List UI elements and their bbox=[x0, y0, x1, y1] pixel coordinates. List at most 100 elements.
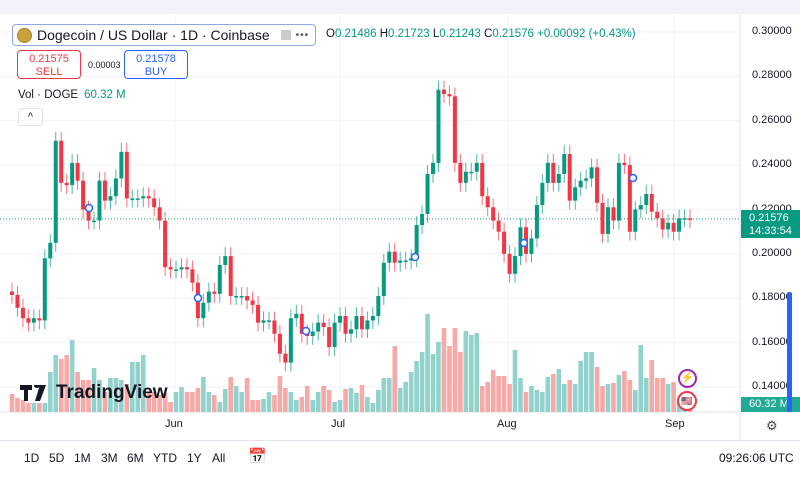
candle-body bbox=[562, 154, 567, 174]
volume-bar bbox=[321, 386, 326, 412]
candle-body bbox=[496, 220, 501, 232]
candle-body bbox=[578, 180, 583, 188]
logo-text: TradingView bbox=[56, 382, 168, 403]
range-1d[interactable]: 1D bbox=[24, 451, 40, 465]
candle-body bbox=[239, 296, 244, 298]
volume-bar bbox=[348, 388, 354, 412]
range-all[interactable]: All bbox=[212, 451, 226, 465]
clock[interactable]: 09:26:06 UTC bbox=[719, 451, 794, 465]
tradingview-logo[interactable]: TradingView bbox=[20, 382, 168, 404]
volume-bar bbox=[195, 388, 201, 412]
volume-bar bbox=[633, 390, 638, 412]
candle-body bbox=[266, 320, 271, 322]
bottom-toolbar: 1D 5D 1M 3M 6M YTD 1Y All 📅 09:26:06 UTC bbox=[0, 440, 800, 480]
candle-body bbox=[480, 162, 485, 197]
volume-bar bbox=[261, 399, 266, 412]
range-3m[interactable]: 3M bbox=[101, 451, 118, 465]
candle-body bbox=[682, 218, 687, 220]
price-chart[interactable] bbox=[0, 0, 800, 440]
volume-bar bbox=[217, 402, 223, 412]
price-tick: 0.16000 bbox=[752, 335, 792, 348]
volume-bar bbox=[447, 346, 452, 412]
candle-body bbox=[370, 316, 375, 321]
candle-body bbox=[611, 207, 616, 221]
volume-bar bbox=[561, 384, 567, 412]
volume-bar bbox=[518, 378, 523, 412]
us-flag-event-icon[interactable]: 🇺🇸 bbox=[677, 391, 697, 411]
candle-body bbox=[425, 174, 430, 214]
more-button[interactable]: ••• bbox=[295, 29, 310, 41]
open-value: 0.21486 bbox=[334, 28, 377, 40]
symbol-title[interactable]: Dogecoin / US Dollar · 1D · Coinbase ••• bbox=[12, 24, 317, 46]
candle-body bbox=[458, 162, 463, 183]
candle-body bbox=[217, 264, 222, 294]
calendar-goto-icon[interactable]: 📅 bbox=[248, 448, 267, 465]
candle-body bbox=[206, 291, 211, 303]
volume-bar bbox=[315, 392, 321, 412]
candle-body bbox=[414, 225, 419, 259]
volume-bar bbox=[173, 392, 179, 412]
range-1y[interactable]: 1Y bbox=[187, 451, 202, 465]
candle-body bbox=[392, 251, 397, 263]
range-5d[interactable]: 5D bbox=[49, 451, 65, 465]
candle-body bbox=[573, 187, 578, 201]
candle-body bbox=[223, 256, 228, 265]
candle-body bbox=[75, 162, 80, 181]
event-marker bbox=[519, 238, 529, 248]
volume-bar bbox=[671, 382, 676, 412]
candle-body bbox=[10, 291, 14, 295]
event-marker bbox=[628, 173, 638, 183]
candle-body bbox=[190, 269, 195, 283]
volume-bar bbox=[206, 392, 212, 412]
volume-bar bbox=[64, 355, 69, 412]
candle-body bbox=[387, 251, 392, 263]
candle-body bbox=[48, 242, 53, 259]
volume-bar bbox=[452, 328, 458, 412]
candle-body bbox=[622, 162, 627, 166]
price-tick: 0.28000 bbox=[752, 69, 792, 82]
lightning-event-icon[interactable]: ⚡ bbox=[678, 369, 697, 388]
candle-body bbox=[485, 196, 490, 208]
candle-body bbox=[152, 198, 157, 208]
volume-bar bbox=[58, 359, 64, 412]
time-label-aug: Aug bbox=[497, 418, 517, 430]
candle-body bbox=[595, 167, 600, 203]
candle-body bbox=[666, 222, 671, 230]
volume-bar bbox=[589, 352, 594, 412]
buy-button[interactable]: 0.21578 BUY bbox=[124, 50, 188, 79]
volume-bar bbox=[468, 335, 474, 412]
sell-button[interactable]: 0.21575 SELL bbox=[17, 50, 81, 79]
volume-bar bbox=[310, 400, 316, 412]
volume-bar bbox=[53, 355, 59, 412]
candle-body bbox=[349, 329, 353, 334]
volume-bar bbox=[255, 400, 261, 412]
volume-bar bbox=[479, 386, 485, 412]
flag-icon[interactable] bbox=[280, 30, 291, 40]
chevron-up-icon[interactable]: ^ bbox=[18, 108, 43, 126]
candle-body bbox=[688, 218, 692, 220]
volume-bar bbox=[654, 378, 660, 412]
volume-value: 60.32 M bbox=[84, 89, 126, 101]
settings-gear-icon[interactable]: ⚙ bbox=[766, 418, 778, 433]
volume-bar bbox=[31, 403, 37, 412]
range-1m[interactable]: 1M bbox=[74, 451, 91, 465]
candle-body bbox=[234, 296, 239, 298]
volume-bar bbox=[304, 386, 310, 412]
volume-bar bbox=[288, 392, 294, 412]
range-6m[interactable]: 6M bbox=[127, 451, 144, 465]
volume-bar bbox=[119, 380, 124, 412]
candle-body bbox=[53, 140, 58, 243]
volume-bar bbox=[135, 362, 141, 412]
range-ytd[interactable]: YTD bbox=[153, 451, 177, 465]
volume-bar bbox=[108, 378, 113, 412]
low-value: 0.21243 bbox=[439, 28, 481, 40]
volume-bar bbox=[611, 383, 616, 412]
volume-bar bbox=[392, 346, 398, 412]
volume-bar bbox=[501, 376, 507, 412]
candle-body bbox=[644, 193, 649, 206]
volume-bar bbox=[523, 392, 529, 412]
volume-bar bbox=[283, 388, 288, 412]
scroll-handle[interactable] bbox=[787, 292, 792, 412]
volume-bar bbox=[212, 395, 217, 412]
volume-bar bbox=[556, 369, 562, 412]
